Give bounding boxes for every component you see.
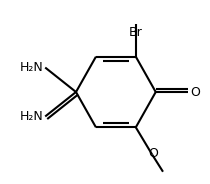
- Text: H₂N: H₂N: [19, 110, 43, 123]
- Text: Br: Br: [129, 26, 143, 39]
- Text: H₂N: H₂N: [19, 61, 43, 74]
- Text: O: O: [190, 86, 200, 98]
- Text: O: O: [148, 147, 158, 160]
